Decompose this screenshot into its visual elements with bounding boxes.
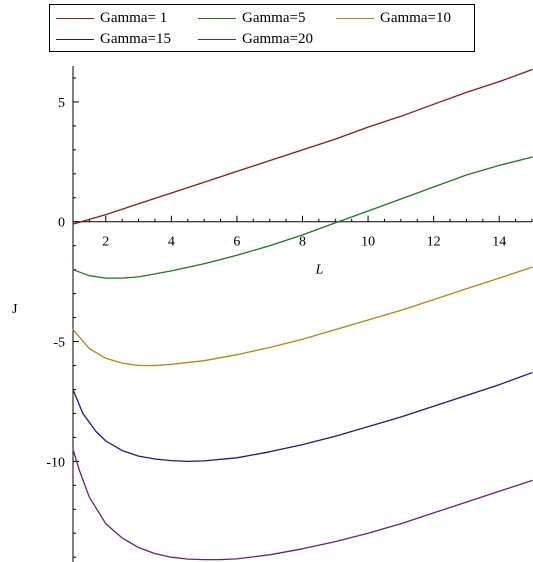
x-tick-label: 8 <box>299 235 306 250</box>
x-tick-label: 2 <box>102 235 109 250</box>
series-line-gamma-5 <box>72 156 533 279</box>
legend-item: Gamma=15 <box>56 29 171 49</box>
y-tick-label: 0 <box>58 216 65 231</box>
legend-item: Gamma=20 <box>198 29 313 49</box>
series-line-gamma-1 <box>72 68 533 225</box>
x-tick-label: 14 <box>492 235 506 250</box>
legend-item: Gamma= 1 <box>56 8 167 28</box>
legend-label: Gamma=5 <box>242 9 306 26</box>
x-tick-label: 12 <box>427 235 441 250</box>
legend-swatch-gamma-1 <box>56 17 94 19</box>
series-line-gamma-15 <box>72 372 533 463</box>
legend-label: Gamma=15 <box>100 30 171 47</box>
y-axis-label: J <box>12 302 18 317</box>
legend-item: Gamma=10 <box>336 8 451 28</box>
y-tick-label: -5 <box>53 336 65 351</box>
axes: 2 4 6 8 10 12 14 5 0 -5 -10 <box>46 66 533 562</box>
x-tick-label: 4 <box>168 235 175 250</box>
legend-swatch-gamma-15 <box>56 38 94 40</box>
legend-label: Gamma= 1 <box>100 9 168 26</box>
y-tick-label: 5 <box>58 96 65 111</box>
legend: Gamma= 1 Gamma=5 Gamma=10 Gamma=15 Gamma… <box>49 4 475 52</box>
x-axis-label: L <box>315 263 324 278</box>
x-tick-label: 10 <box>361 235 375 250</box>
y-tick-label: -10 <box>46 455 65 470</box>
legend-label: Gamma=10 <box>380 9 451 26</box>
series-group <box>72 68 533 561</box>
legend-swatch-gamma-20 <box>198 38 236 40</box>
axis-labels: L J <box>12 263 324 317</box>
legend-label: Gamma=20 <box>242 30 313 47</box>
legend-swatch-gamma-5 <box>198 17 236 19</box>
legend-item: Gamma=5 <box>198 8 305 28</box>
x-tick-label: 6 <box>233 235 240 250</box>
series-line-gamma-20 <box>72 448 533 561</box>
legend-swatch-gamma-10 <box>336 17 374 19</box>
series-line-gamma-10 <box>72 266 533 367</box>
